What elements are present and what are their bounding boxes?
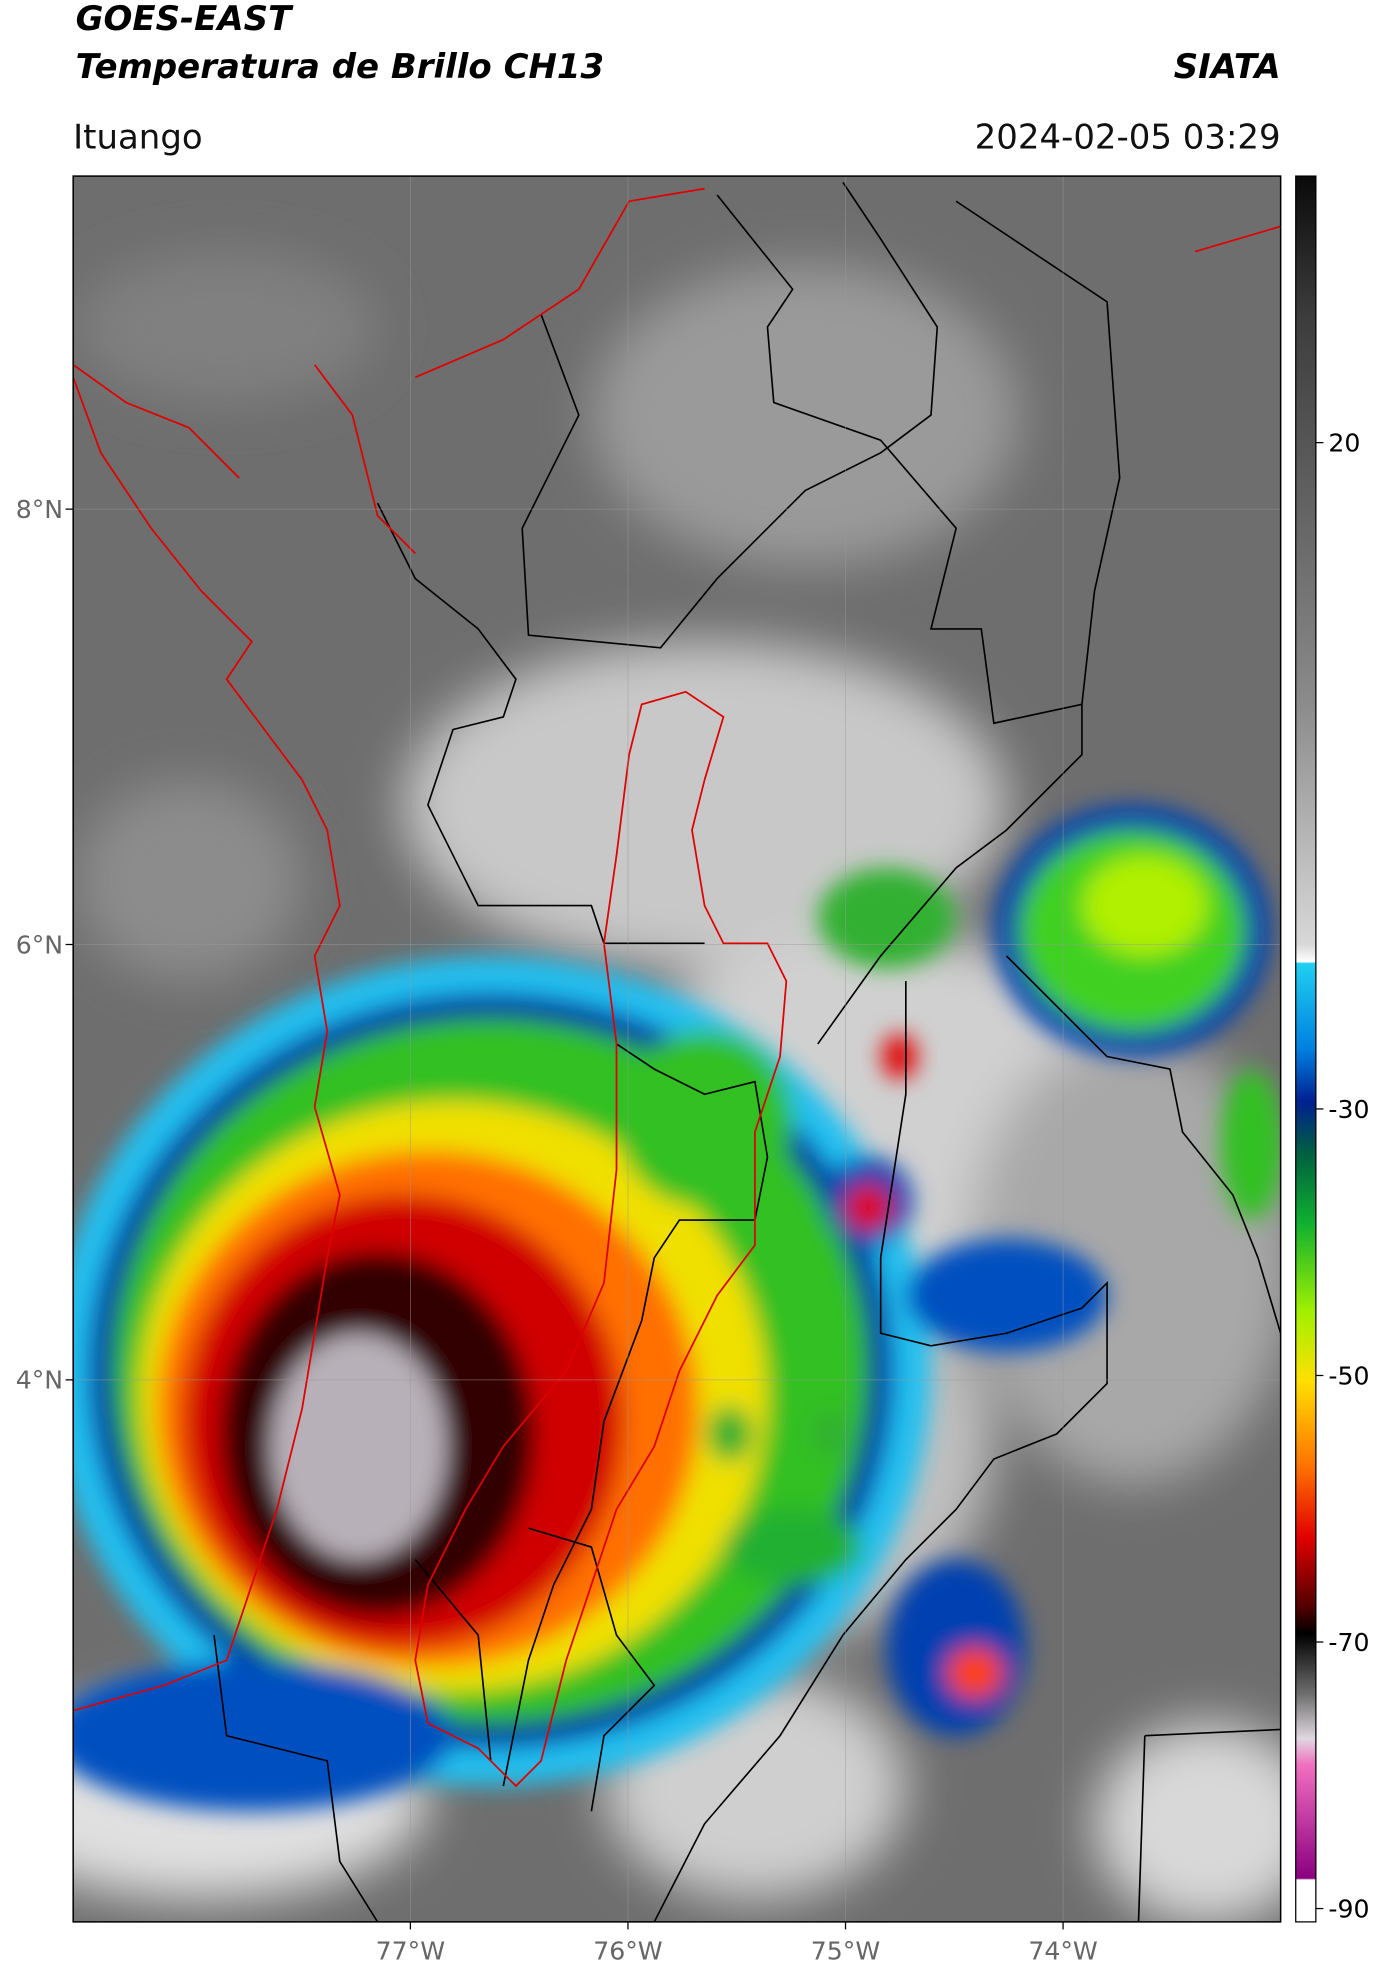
satellite-imagery: [73, 176, 1281, 1922]
product-title: Temperatura de Brillo CH13: [76, 47, 604, 87]
colorbar-tick-label: -90: [1328, 1894, 1369, 1923]
lon-tick-label: 74°W: [1028, 1937, 1098, 1966]
lat-tick-label: 8°N: [16, 495, 63, 524]
graticule: [73, 176, 1281, 1922]
lon-tick-label: 77°W: [376, 1937, 446, 1966]
region-label: Ituango: [73, 117, 203, 157]
colorbar-tick-label: -30: [1328, 1095, 1369, 1124]
lat-tick-label: 6°N: [16, 930, 63, 959]
colorbar-tick-label: 20: [1328, 428, 1360, 457]
admin-borders: [213, 181, 1281, 1922]
coastline-borders: [73, 187, 1281, 1788]
colorbar: [1295, 175, 1317, 1923]
source-label: SIATA: [1174, 47, 1281, 87]
lon-tick-label: 75°W: [811, 1937, 881, 1966]
colorbar-tick-label: -70: [1328, 1628, 1369, 1657]
lat-tick-label: 4°N: [16, 1366, 63, 1395]
timestamp: 2024-02-05 03:29: [975, 117, 1281, 157]
lon-tick-label: 76°W: [593, 1937, 663, 1966]
colorbar-tick-label: -50: [1328, 1361, 1369, 1390]
satellite-title: GOES-EAST: [76, 0, 294, 39]
map-frame: [72, 175, 1282, 1923]
